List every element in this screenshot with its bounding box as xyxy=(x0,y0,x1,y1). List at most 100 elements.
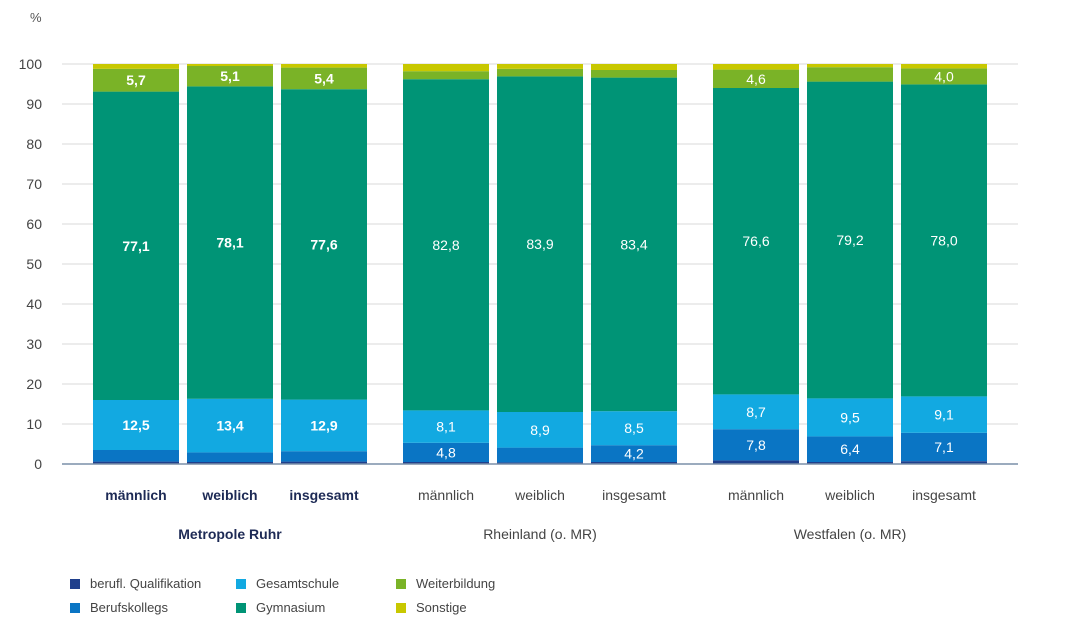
x-category-label: weiblich xyxy=(514,487,565,503)
bar-segment-gesamtschule xyxy=(403,410,489,443)
legend-item-berufskollegs: Berufskollegs xyxy=(70,600,168,615)
bar-segment-gesamtschule xyxy=(591,411,677,446)
data-label: 4,6 xyxy=(746,71,766,87)
y-tick-label: 20 xyxy=(26,376,42,392)
y-tick-label: 60 xyxy=(26,216,42,232)
legend-swatch xyxy=(396,578,406,589)
bar-segment-berufskollegs xyxy=(281,451,367,462)
legend-item-weiterbildung: Weiterbildung xyxy=(396,576,495,591)
bar-segment-sonstige xyxy=(901,64,987,69)
x-category-label: insgesamt xyxy=(602,487,666,503)
y-tick-label: 80 xyxy=(26,136,42,152)
legend-swatch xyxy=(70,578,80,589)
bar-segment-gymnasium xyxy=(497,76,583,413)
bar-segment-weiterbildung xyxy=(93,68,179,92)
x-category-label: männlich xyxy=(105,487,166,503)
bar-segment-gesamtschule xyxy=(807,398,893,437)
data-label: 8,7 xyxy=(746,404,766,420)
bar-segment-weiterbildung xyxy=(497,68,583,77)
data-label: 4,8 xyxy=(436,444,456,460)
legend-label: berufl. Qualifikation xyxy=(90,576,202,591)
data-label: 8,5 xyxy=(624,420,644,436)
bar-segment-sonstige xyxy=(591,64,677,70)
bar-segment-berufl-qualifikation xyxy=(403,462,489,464)
bar-segment-sonstige xyxy=(807,64,893,68)
y-tick-label: 40 xyxy=(26,296,42,312)
bar-segment-sonstige xyxy=(713,64,799,70)
bar-segment-gymnasium xyxy=(403,79,489,411)
bar-segment-gesamtschule xyxy=(187,398,273,453)
y-tick-label: 100 xyxy=(19,56,43,72)
legend-swatch xyxy=(70,602,80,613)
bar-segment-berufl-qualifikation xyxy=(713,460,799,464)
y-unit-label: % xyxy=(30,10,42,25)
legend-label: Gymnasium xyxy=(256,600,326,615)
data-label: 76,6 xyxy=(742,233,769,249)
x-category-label: weiblich xyxy=(201,487,257,503)
y-tick-label: 0 xyxy=(34,456,42,472)
data-label: 9,5 xyxy=(840,409,860,425)
bar-segment-weiterbildung xyxy=(187,66,273,87)
bar-segment-weiterbildung xyxy=(807,67,893,82)
data-label: 4,2 xyxy=(624,446,644,462)
y-tick-label: 10 xyxy=(26,416,42,432)
data-label: 8,1 xyxy=(436,419,456,435)
bar-segment-berufl-qualifikation xyxy=(93,461,179,464)
bar-segment-berufl-qualifikation xyxy=(591,462,677,464)
legend-label: Weiterbildung xyxy=(416,576,496,591)
data-label: 5,4 xyxy=(314,70,334,86)
data-label: 12,5 xyxy=(122,417,149,433)
legend-swatch xyxy=(396,602,406,613)
data-label: 83,9 xyxy=(526,236,553,252)
bar-segment-gesamtschule xyxy=(901,396,987,433)
y-tick-label: 90 xyxy=(26,96,42,112)
x-category-label: weiblich xyxy=(824,487,875,503)
bar-segment-gesamtschule xyxy=(497,412,583,448)
data-label: 77,6 xyxy=(310,236,337,252)
bar-segment-berufl-qualifikation xyxy=(807,462,893,464)
data-label: 78,1 xyxy=(216,235,243,251)
bar-segment-gymnasium xyxy=(281,89,367,400)
legend-swatch xyxy=(236,602,246,613)
bar-segment-gymnasium xyxy=(591,77,677,412)
data-label: 8,9 xyxy=(530,422,550,438)
legend-item-gymnasium: Gymnasium xyxy=(236,600,325,615)
data-label: 79,2 xyxy=(836,232,863,248)
group-label: Rheinland (o. MR) xyxy=(483,526,597,542)
bar-segment-berufskollegs xyxy=(187,452,273,462)
x-category-label: männlich xyxy=(418,487,474,503)
group-label: Westfalen (o. MR) xyxy=(794,526,907,542)
legend-item-sonstige: Sonstige xyxy=(396,600,467,615)
data-label: 13,4 xyxy=(216,418,243,434)
data-label: 78,0 xyxy=(930,232,957,248)
data-label: 5,7 xyxy=(126,72,146,88)
bar-segment-berufskollegs xyxy=(497,447,583,463)
bar-segment-sonstige xyxy=(497,64,583,69)
data-label: 9,1 xyxy=(934,407,954,423)
bar-segment-berufskollegs xyxy=(591,445,677,462)
bar-segment-berufl-qualifikation xyxy=(187,462,273,464)
legend-label: Berufskollegs xyxy=(90,600,169,615)
data-label: 7,8 xyxy=(746,437,766,453)
bar-segment-berufskollegs xyxy=(403,442,489,462)
bar-segment-weiterbildung xyxy=(281,67,367,90)
bar-segment-sonstige xyxy=(403,64,489,72)
data-label: 5,1 xyxy=(220,68,240,84)
bar-segment-sonstige xyxy=(187,64,273,66)
data-label: 83,4 xyxy=(620,236,647,252)
chart-legend: berufl. Qualifikation Gesamtschule Weiterb… xyxy=(70,576,630,626)
bar-segment-gesamtschule xyxy=(281,399,367,452)
data-label: 7,1 xyxy=(934,439,954,455)
bar-segment-sonstige xyxy=(93,64,179,69)
bar-segment-gymnasium xyxy=(807,81,893,399)
bar-segment-gymnasium xyxy=(901,84,987,397)
bar-segment-gymnasium xyxy=(93,91,179,400)
y-tick-label: 70 xyxy=(26,176,42,192)
legend-item-gesamtschule: Gesamtschule xyxy=(236,576,339,591)
bar-segment-berufl-qualifikation xyxy=(281,461,367,464)
bar-segment-weiterbildung xyxy=(713,69,799,88)
x-category-label: männlich xyxy=(728,487,784,503)
legend-item-berufl-qualifikation: berufl. Qualifikation xyxy=(70,576,201,591)
bar-segment-berufskollegs xyxy=(93,450,179,462)
legend-label: Sonstige xyxy=(416,600,467,615)
